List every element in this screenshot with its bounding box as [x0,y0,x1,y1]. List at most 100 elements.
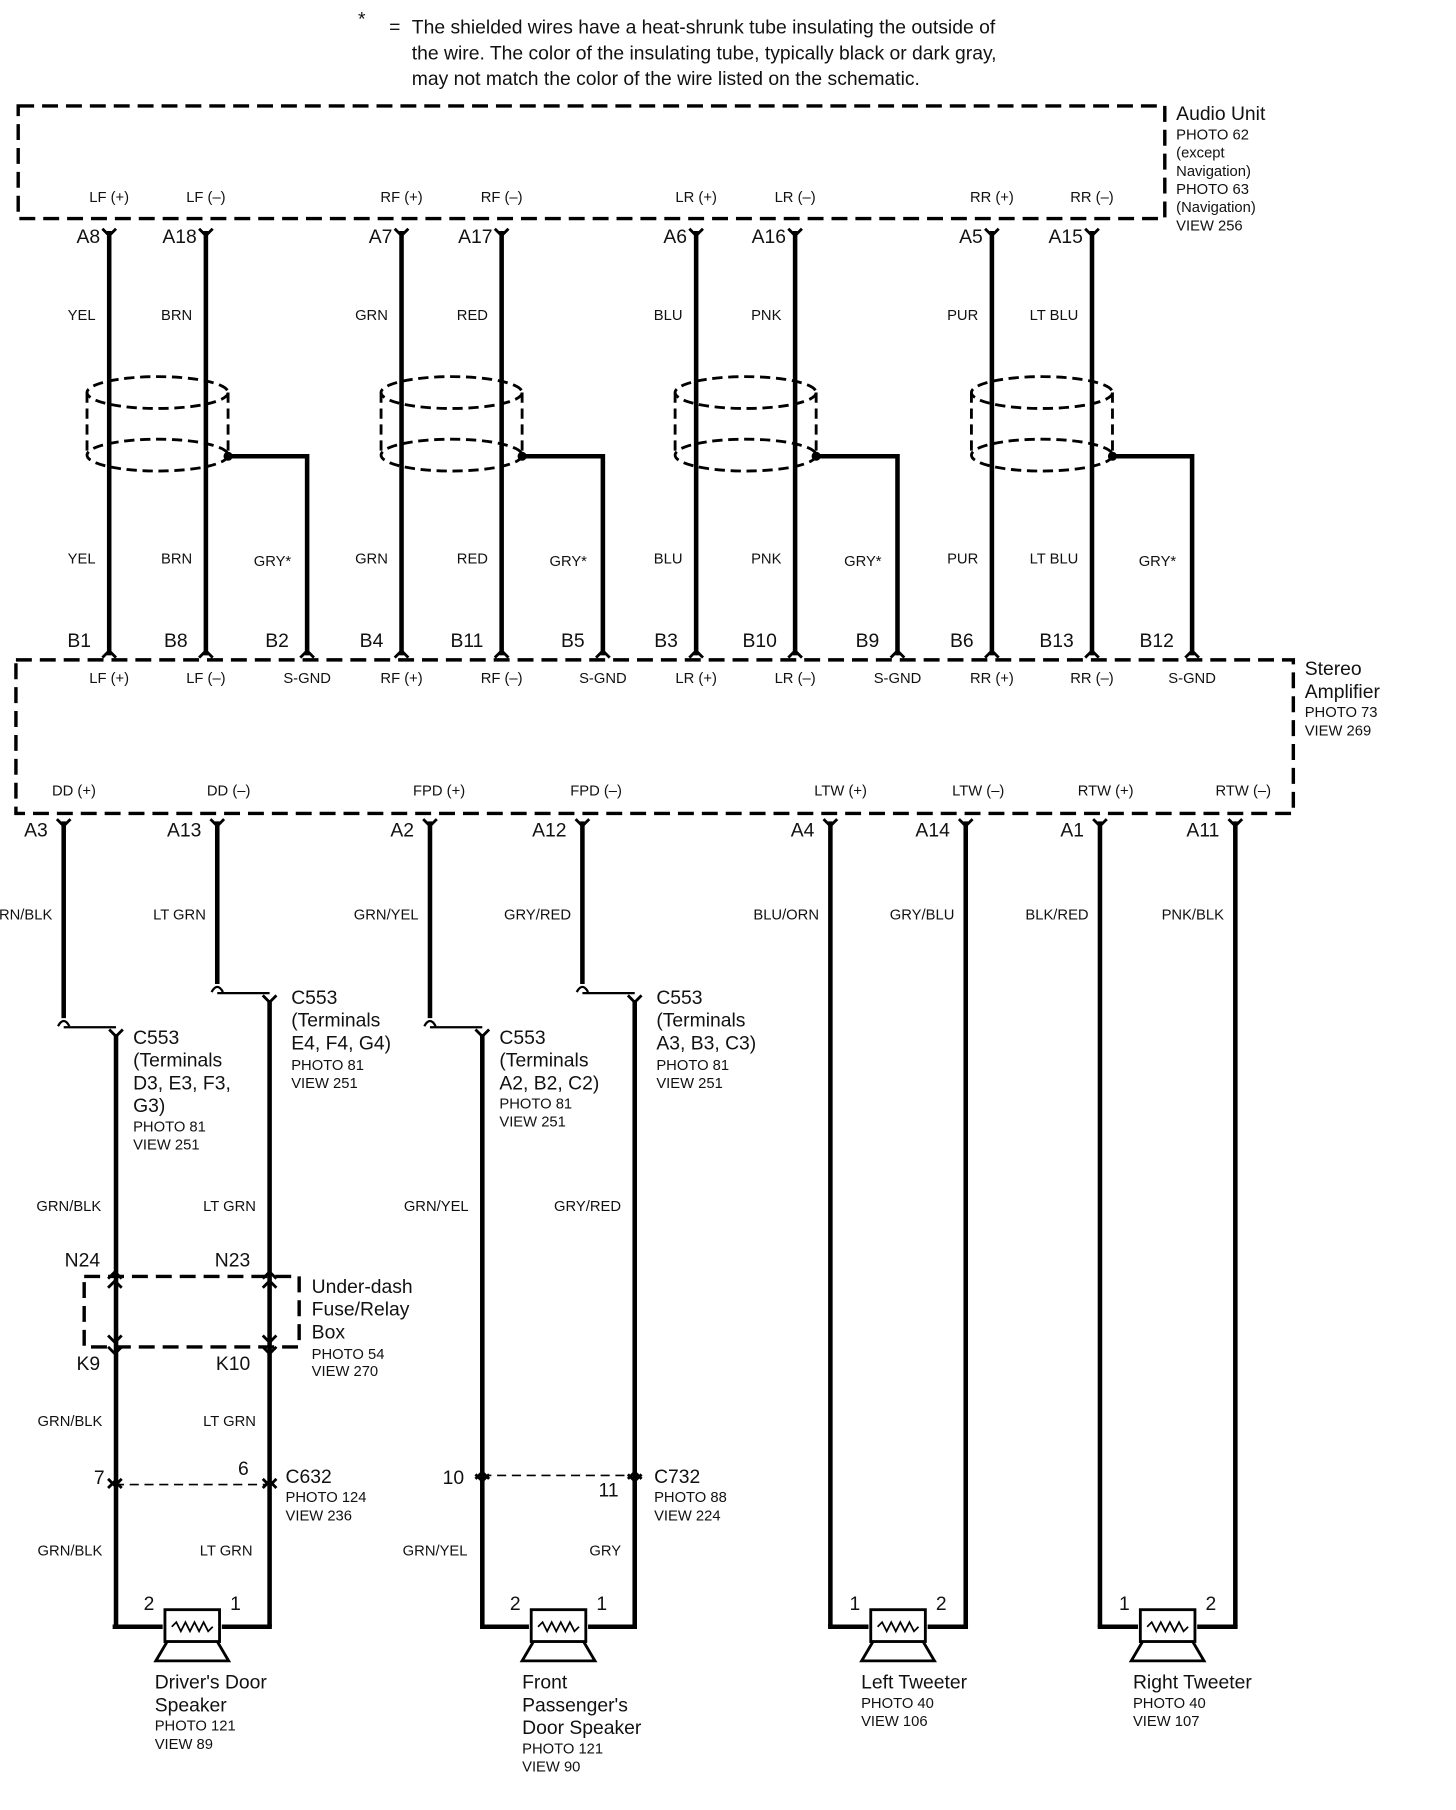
connector-joint [210,985,224,993]
wire-color: GRN/BLK [38,1414,103,1430]
connector-detail: PHOTO 81 [133,1119,206,1135]
wire-color: BLK/RED [1025,908,1088,924]
terminal-label: S-GND [283,671,331,687]
pin-label: B3 [654,631,678,652]
terminal-label: RF (–) [481,671,523,687]
amplifier-detail: PHOTO 73 [1305,705,1378,721]
terminal-label: LF (–) [186,190,225,206]
wire-color: GRN/YEL [354,908,419,924]
pin-label: A14 [915,821,950,842]
speaker-detail: VIEW 107 [1133,1714,1199,1730]
connector-label: C553 [133,1028,179,1049]
wire-color: PUR [947,308,978,324]
speaker-coil [1146,1620,1189,1634]
note-line: may not match the color of the wire list… [412,69,920,90]
connector-pin [626,1473,643,1484]
wire-color: GRY* [1139,554,1177,570]
audio-unit-detail: PHOTO 62 [1176,127,1249,143]
ground-wire [816,453,900,656]
wire [221,1624,272,1630]
speaker-name: Passenger's [522,1695,628,1716]
speaker-name: Right Tweeter [1133,1673,1252,1694]
connector-pin [107,1345,123,1356]
terminal-label: LF (+) [89,671,129,687]
wire [1097,1624,1139,1630]
terminal-label: DD (+) [52,784,96,800]
wire-color: LT GRN [153,908,206,924]
connector-joint [423,1019,437,1027]
wire-color: LT BLU [1030,552,1079,568]
pin-label: N24 [65,1251,101,1272]
pin-label: 7 [94,1468,105,1489]
wire-color: RED [457,552,488,568]
terminal-label: RR (+) [970,671,1014,687]
connector-label: (Terminals [656,1011,745,1032]
ground-wire [228,453,310,656]
connector-pin [261,1334,278,1345]
pin-label: B4 [360,631,384,652]
wire-color: PNK [751,308,782,324]
terminal-label: RF (+) [380,190,422,206]
ground-wire [1112,453,1195,656]
terminal-label: FPD (–) [570,784,622,800]
terminal-label: DD (–) [207,784,250,800]
connector-label: C553 [656,988,702,1009]
wire-color: GRY/RED [554,1199,621,1215]
wire-color: GRN/BLK [0,908,52,924]
pin-label: B6 [950,631,974,652]
connector-detail: PHOTO 81 [656,1058,729,1074]
wire-color: BLU [654,308,683,324]
pin-label: A3 [24,821,48,842]
terminal-label: LTW (+) [814,784,867,800]
wire-color: LT GRN [200,1544,253,1560]
terminal-label: RF (+) [380,671,422,687]
terminal-label: S-GND [874,671,922,687]
connector-pin [1184,648,1200,659]
connector-pin [198,648,214,659]
connector-label: (Terminals [291,1011,380,1032]
speaker-name: Door Speaker [522,1718,642,1739]
pin-label: 2 [936,1594,947,1615]
amplifier-name: Stereo [1305,659,1362,680]
wire-color: GRY/BLU [890,908,955,924]
speaker-coil [171,1620,214,1634]
dashed-box [82,1274,301,1349]
pin-label: A13 [167,821,201,842]
speaker-cone [1128,1640,1207,1663]
wire-color: YEL [68,308,96,324]
pin-label: 2 [1205,1594,1216,1615]
pin-label: 1 [849,1594,860,1615]
speaker-cone [519,1640,598,1663]
speaker-detail: VIEW 89 [155,1737,213,1753]
connector-pin [474,1473,491,1484]
wire-color: LT GRN [203,1414,256,1430]
connector-pin [393,648,410,659]
connector-label: (Terminals [499,1051,588,1072]
terminal-label: LF (–) [186,671,225,687]
wire [588,1624,637,1630]
note-equals: = [389,18,400,39]
note-line: The shielded wires have a heat-shrunk tu… [412,18,996,39]
connector-joint [57,1019,71,1027]
terminal-label: LR (+) [675,190,716,206]
wire-color: GRY/RED [504,908,571,924]
fuse-box-detail: PHOTO 54 [312,1347,385,1363]
pin-label: A17 [458,227,492,248]
connector-pin [107,1334,123,1345]
wire-color: BRN [161,308,192,324]
pin-label: A1 [1060,821,1084,842]
pin-label: A7 [369,227,393,248]
terminal-label: RTW (–) [1216,784,1272,800]
pin-label: 1 [596,1594,607,1615]
speaker-coil [876,1620,920,1634]
connector-detail: PHOTO 81 [291,1058,364,1074]
connector-detail: PHOTO 124 [286,1490,367,1506]
pin-label: 1 [230,1594,241,1615]
terminal-label: S-GND [579,671,627,687]
speaker-detail: PHOTO 121 [155,1719,236,1735]
connector-label: (Terminals [133,1051,222,1072]
pin-label: A6 [663,227,687,248]
amplifier-detail: VIEW 269 [1305,723,1371,739]
connector-pin [688,648,704,659]
pin-label: A16 [752,227,786,248]
